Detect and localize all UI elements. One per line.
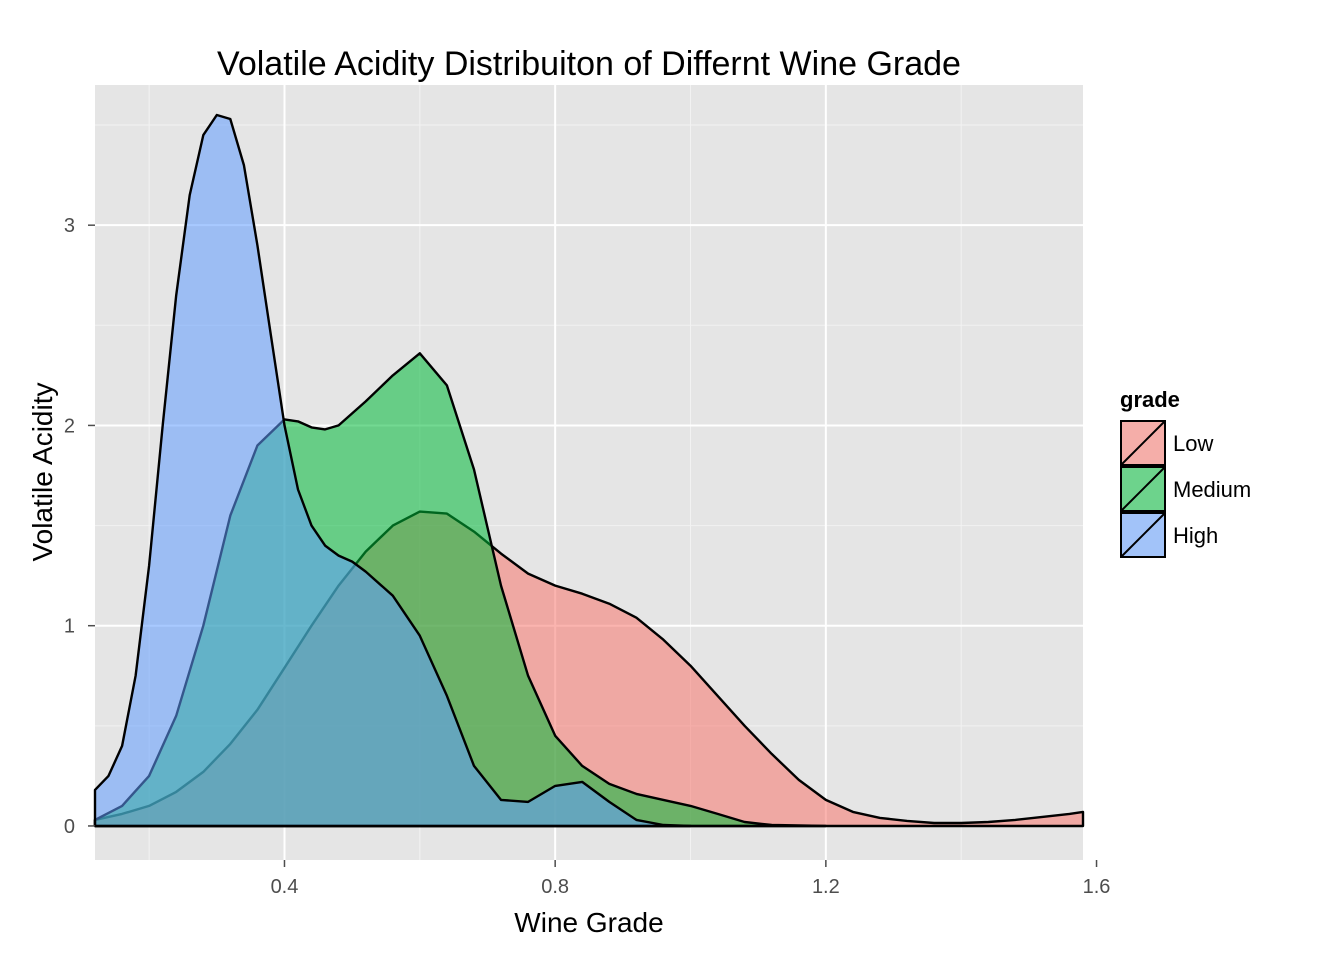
legend-title: grade [1120, 387, 1180, 412]
y-tick-label: 1 [64, 616, 75, 638]
x-axis-ticks: 0.4 0.8 1.2 1.6 [271, 860, 1111, 898]
chart-title: Volatile Acidity Distribuiton of Differn… [217, 45, 961, 83]
y-tick-label: 0 [64, 816, 75, 838]
y-tick-label: 2 [64, 415, 75, 437]
y-axis-ticks: 0 1 2 3 [64, 215, 95, 838]
x-tick-label: 1.2 [812, 876, 840, 898]
density-area-high [93, 113, 692, 828]
legend-label-medium: Medium [1173, 477, 1251, 502]
y-axis-title: Volatile Acidity [27, 383, 58, 562]
density-areas [93, 113, 1085, 828]
x-tick-label: 1.6 [1083, 876, 1111, 898]
legend-key-low [1120, 420, 1166, 466]
legend-key-high [1120, 512, 1166, 558]
x-tick-label: 0.4 [271, 876, 299, 898]
legend-label-low: Low [1173, 431, 1213, 456]
x-tick-label: 0.8 [541, 876, 569, 898]
y-tick-label: 3 [64, 215, 75, 237]
legend-key-medium [1120, 466, 1166, 512]
x-axis-title: Wine Grade [514, 907, 663, 938]
legend-label-high: High [1173, 523, 1218, 548]
legend: grade Low Medium High [1120, 387, 1251, 558]
